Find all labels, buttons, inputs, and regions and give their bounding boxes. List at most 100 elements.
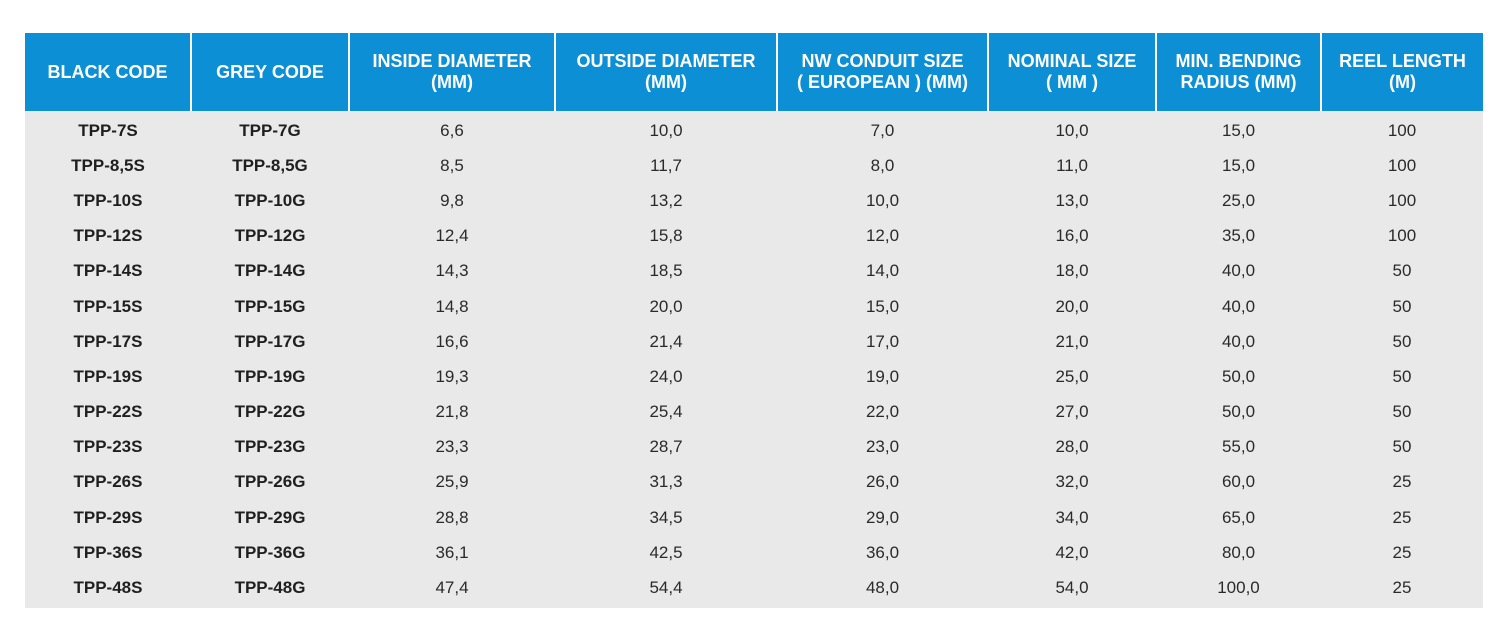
outside-diameter-cell: 20,0 — [649, 296, 683, 316]
nominal-size-cell: 21,0 — [1055, 331, 1089, 351]
inside-diameter-cell: 14,8 — [435, 296, 469, 316]
grey-code-cell: TPP-14G — [234, 261, 306, 281]
nominal-size-cell: 27,0 — [1055, 402, 1089, 422]
grey-code-cell: TPP-26G — [234, 472, 306, 492]
min-bending-radius-cell: 80,0 — [1221, 542, 1256, 562]
grey-code-cell: TPP-15G — [234, 296, 306, 316]
header-line: RADIUS (MM) — [1180, 72, 1297, 92]
min-bending-radius-cell: 50,0 — [1221, 402, 1256, 422]
header-reel-length: REEL LENGTH (M) — [1320, 33, 1483, 111]
header-nominal-size: NOMINAL SIZE( MM ) — [987, 33, 1156, 111]
outside-diameter-cell: 28,7 — [649, 437, 683, 457]
table-header: BLACK CODE GREY CODE INSIDE DIAMETER (MM) OU… — [25, 33, 1483, 111]
inside-diameter-cell: 16,6 — [435, 331, 469, 351]
reel-length-cell: 100 — [1387, 226, 1417, 246]
grey-code-cell: TPP-7G — [239, 120, 301, 140]
table-row: TPP-48S TPP-48G 47,4 54,4 48,0 54,0 100,0 25 — [25, 570, 1483, 607]
grey-code-cell: TPP-22G — [234, 402, 306, 422]
nominal-size-cell: 11,0 — [1056, 155, 1088, 175]
nominal-size-cell: 20,0 — [1055, 296, 1089, 316]
nw-conduit-size-cell: 8,0 — [870, 155, 895, 175]
min-bending-radius-cell: 40,0 — [1221, 296, 1256, 316]
table-row: TPP-10S TPP-10G 9,8 13,2 10,0 13,0 25,0 100 — [25, 183, 1483, 218]
nw-conduit-size-cell: 7,0 — [870, 120, 895, 140]
reel-length-cell: 25 — [1392, 542, 1412, 562]
outside-diameter-cell: 18,5 — [649, 261, 683, 281]
reel-length-cell: 25 — [1392, 578, 1412, 598]
reel-length-cell: 50 — [1392, 331, 1412, 351]
inside-diameter-cell: 21,8 — [435, 402, 469, 422]
nominal-size-cell: 13,0 — [1055, 190, 1089, 210]
outside-diameter-cell: 10,0 — [649, 120, 683, 140]
min-bending-radius-cell: 15,0 — [1221, 120, 1256, 140]
grey-code-cell: TPP-19G — [234, 366, 306, 386]
header-line: BLACK CODE — [47, 61, 168, 82]
nominal-size-cell: 54,0 — [1055, 578, 1089, 598]
min-bending-radius-cell: 65,0 — [1221, 507, 1256, 527]
inside-diameter-cell: 14,3 — [435, 261, 469, 281]
reel-length-cell: 50 — [1392, 296, 1412, 316]
header-row: BLACK CODE GREY CODE INSIDE DIAMETER (MM) OU… — [25, 33, 1483, 111]
header-min-bending-radius: MIN. BENDING RADIUS (MM) — [1155, 33, 1321, 111]
table-row: TPP-15S TPP-15G 14,8 20,0 15,0 20,0 40,0 50 — [25, 289, 1483, 324]
outside-diameter-cell: 54,4 — [649, 578, 683, 598]
header-line: (MM) — [645, 72, 687, 92]
min-bending-radius-cell: 100,0 — [1217, 578, 1260, 598]
inside-diameter-cell: 28,8 — [435, 507, 469, 527]
min-bending-radius-cell: 25,0 — [1221, 190, 1256, 210]
nominal-size-cell: 42,0 — [1055, 542, 1089, 562]
nominal-size-cell: 16,0 — [1055, 226, 1089, 246]
black-code-cell: TPP-22S — [73, 402, 143, 422]
header-line: GREY CODE — [216, 61, 324, 82]
black-code-cell: TPP-23S — [73, 437, 143, 457]
spec-table: BLACK CODE GREY CODE INSIDE DIAMETER (MM) OU… — [25, 33, 1483, 608]
inside-diameter-cell: 6,6 — [440, 120, 464, 140]
header-line: NW CONDUIT SIZE — [801, 51, 964, 71]
inside-diameter-cell: 25,9 — [435, 472, 469, 492]
outside-diameter-cell: 25,4 — [649, 402, 683, 422]
nominal-size-cell: 25,0 — [1055, 366, 1089, 386]
header-line: OUTSIDE DIAMETER — [576, 51, 756, 71]
grey-code-cell: TPP-36G — [234, 542, 306, 562]
nw-conduit-size-cell: 15,0 — [865, 296, 900, 316]
nw-conduit-size-cell: 12,0 — [865, 226, 900, 246]
black-code-cell: TPP-12S — [73, 226, 143, 246]
black-code-cell: TPP-8,5S — [71, 155, 145, 175]
nw-conduit-size-cell: 10,0 — [865, 190, 900, 210]
reel-length-cell: 50 — [1392, 437, 1412, 457]
nominal-size-cell: 10,0 — [1055, 120, 1089, 140]
black-code-cell: TPP-48S — [73, 578, 143, 598]
header-line: (MM) — [431, 72, 473, 92]
table-row: TPP-17S TPP-17G 16,6 21,4 17,0 21,0 40,0 50 — [25, 324, 1483, 359]
outside-diameter-cell: 24,0 — [649, 366, 683, 386]
outside-diameter-cell: 21,4 — [649, 331, 683, 351]
reel-length-cell: 50 — [1392, 402, 1412, 422]
header-inside-diameter: INSIDE DIAMETER (MM) — [348, 33, 555, 111]
black-code-cell: TPP-15S — [73, 296, 143, 316]
inside-diameter-cell: 47,4 — [435, 578, 469, 598]
inside-diameter-cell: 9,8 — [440, 190, 464, 210]
outside-diameter-cell: 13,2 — [649, 190, 683, 210]
nominal-size-cell: 18,0 — [1055, 261, 1089, 281]
min-bending-radius-cell: 40,0 — [1221, 331, 1256, 351]
nw-conduit-size-cell: 19,0 — [865, 366, 900, 386]
inside-diameter-cell: 23,3 — [435, 437, 469, 457]
header-line: MIN. BENDING — [1175, 51, 1302, 71]
inside-diameter-cell: 12,4 — [435, 226, 469, 246]
grey-code-cell: TPP-12G — [234, 226, 306, 246]
min-bending-radius-cell: 50,0 — [1221, 366, 1256, 386]
black-code-cell: TPP-14S — [73, 261, 143, 281]
header-black-code: BLACK CODE — [25, 33, 191, 111]
reel-length-cell: 50 — [1392, 366, 1412, 386]
grey-code-cell: TPP-48G — [234, 578, 306, 598]
header-line: INSIDE DIAMETER — [372, 51, 532, 71]
header-grey-code: GREY CODE — [190, 33, 349, 111]
black-code-cell: TPP-26S — [73, 472, 143, 492]
nw-conduit-size-cell: 23,0 — [865, 437, 900, 457]
table-row: TPP-19S TPP-19G 19,3 24,0 19,0 25,0 50,0 50 — [25, 359, 1483, 394]
reel-length-cell: 25 — [1392, 472, 1412, 492]
nw-conduit-size-cell: 26,0 — [865, 472, 900, 492]
black-code-cell: TPP-17S — [73, 331, 143, 351]
min-bending-radius-cell: 60,0 — [1221, 472, 1256, 492]
table-row: TPP-29S TPP-29G 28,8 34,5 29,0 34,0 65,0 25 — [25, 500, 1483, 535]
